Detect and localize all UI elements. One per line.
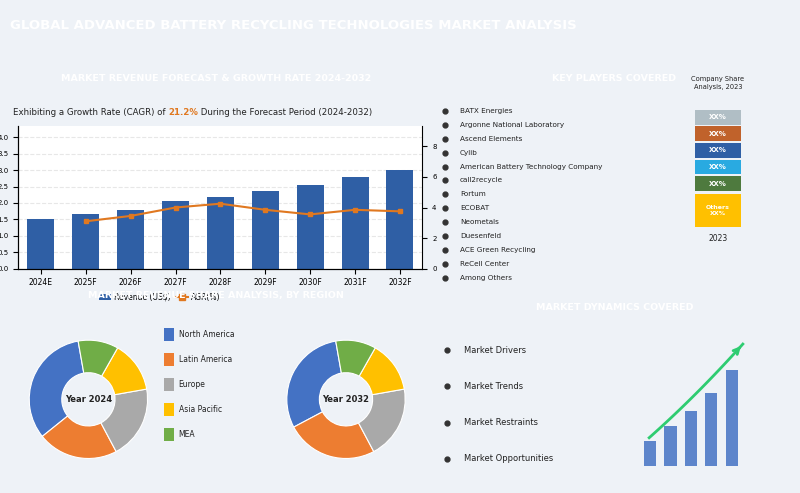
Text: Neometals: Neometals [460,219,498,225]
Text: GLOBAL ADVANCED BATTERY RECYCLING TECHNOLOGIES MARKET ANALYSIS: GLOBAL ADVANCED BATTERY RECYCLING TECHNO… [10,19,576,33]
Text: XX%: XX% [709,164,727,170]
Bar [252,191,278,269]
Bar [164,353,174,366]
Text: Europe: Europe [178,380,206,389]
Text: MEA: MEA [178,430,195,439]
FancyBboxPatch shape [694,109,742,125]
Wedge shape [358,389,405,452]
Bar [207,197,234,269]
Text: Fortum: Fortum [460,191,486,197]
Text: 2023: 2023 [708,234,728,243]
Wedge shape [78,340,118,376]
Text: Year 2032: Year 2032 [322,395,370,404]
Wedge shape [101,389,147,452]
Text: Duesenfeld: Duesenfeld [460,233,501,239]
Text: American Battery Technology Company: American Battery Technology Company [460,164,602,170]
Wedge shape [287,341,342,427]
Bar [297,185,324,269]
Text: Argonne National Laboratory: Argonne National Laboratory [460,122,564,128]
Bar [386,170,414,269]
Bar [164,428,174,441]
Text: Market Restraints: Market Restraints [465,418,538,427]
Wedge shape [336,340,375,376]
Bar [644,441,656,466]
Legend: Revenue (US$), AGR(%): Revenue (US$), AGR(%) [96,290,223,305]
Text: BATX Energies: BATX Energies [460,108,513,114]
Bar [27,219,54,269]
Bar [164,328,174,341]
Text: XX%: XX% [709,131,727,137]
Bar [164,403,174,416]
Text: ACE Green Recycling: ACE Green Recycling [460,247,535,253]
Bar [685,411,697,466]
Text: Market Trends: Market Trends [465,382,524,391]
Text: XX%: XX% [709,114,727,120]
Text: North America: North America [178,330,234,339]
FancyBboxPatch shape [694,126,742,141]
Text: Cylib: Cylib [460,149,478,156]
Bar [342,177,369,269]
Text: MARKET REVENUE SHARE ANALYSIS, BY REGION: MARKET REVENUE SHARE ANALYSIS, BY REGION [89,291,344,300]
Text: Others
XX%: Others XX% [706,205,730,216]
Text: Latin America: Latin America [178,355,232,364]
Wedge shape [359,348,404,395]
Text: ReCell Center: ReCell Center [460,261,509,267]
Wedge shape [30,341,84,436]
Text: Year 2024: Year 2024 [65,395,112,404]
Wedge shape [42,416,116,458]
Bar [726,370,738,466]
Text: Exhibiting a Growth Rate (CAGR) of: Exhibiting a Growth Rate (CAGR) of [13,108,168,117]
Wedge shape [294,412,374,458]
FancyBboxPatch shape [694,143,742,158]
FancyBboxPatch shape [694,160,742,175]
Text: XX%: XX% [709,147,727,153]
Bar [665,425,677,466]
Bar [705,393,718,466]
Text: Asia Pacific: Asia Pacific [178,405,222,414]
Text: Ascend Elements: Ascend Elements [460,136,522,141]
Wedge shape [102,348,146,395]
Text: Market Opportunities: Market Opportunities [465,454,554,463]
Text: MARKET REVENUE FORECAST & GROWTH RATE 2024-2032: MARKET REVENUE FORECAST & GROWTH RATE 20… [62,74,371,83]
FancyBboxPatch shape [694,194,742,227]
Text: ECOBAT: ECOBAT [460,206,489,211]
Bar [162,201,189,269]
Text: Company Share
Analysis, 2023: Company Share Analysis, 2023 [691,76,745,90]
Text: During the Forecast Period (2024-2032): During the Forecast Period (2024-2032) [198,108,372,117]
Text: 21.2%: 21.2% [168,108,198,117]
Bar [72,214,99,269]
Text: Market Drivers: Market Drivers [465,346,526,355]
Text: XX%: XX% [709,180,727,186]
Text: KEY PLAYERS COVERED: KEY PLAYERS COVERED [552,74,677,83]
FancyBboxPatch shape [694,176,742,191]
Bar [117,210,144,269]
Bar [164,378,174,391]
Text: Among Others: Among Others [460,275,512,281]
Text: call2recycle: call2recycle [460,177,503,183]
Text: MARKET DYNAMICS COVERED: MARKET DYNAMICS COVERED [536,303,693,312]
